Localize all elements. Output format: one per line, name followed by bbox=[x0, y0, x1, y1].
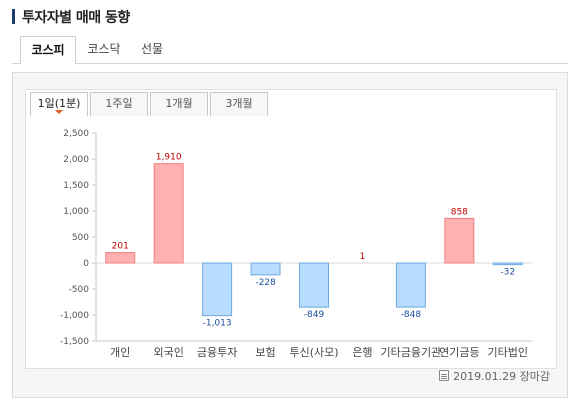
y-tick-label: 2,000 bbox=[63, 155, 89, 165]
x-tick-label: 금융투자 bbox=[197, 346, 237, 359]
data-label: -848 bbox=[401, 310, 422, 320]
tab-futures[interactable]: 선물 bbox=[140, 42, 164, 56]
caret-down-icon bbox=[55, 110, 63, 114]
y-tick-label: 2,500 bbox=[63, 129, 89, 139]
x-tick-label: 투신(사모) bbox=[289, 346, 338, 359]
bar bbox=[250, 262, 281, 276]
y-tick-label: 1,500 bbox=[63, 181, 89, 191]
data-label: 201 bbox=[112, 242, 129, 252]
data-label: -1,013 bbox=[203, 319, 232, 329]
tab-kosdaq[interactable]: 코스닥 bbox=[87, 42, 121, 56]
bar bbox=[105, 252, 136, 264]
bar bbox=[492, 262, 523, 266]
y-tick-label: 500 bbox=[72, 233, 89, 243]
title-accent-bar bbox=[12, 9, 15, 24]
page-title: 투자자별 매매 동향 bbox=[22, 10, 130, 26]
page-header: 투자자별 매매 동향 bbox=[12, 7, 568, 27]
y-tick-label: 0 bbox=[83, 259, 89, 269]
market-tabs: 코스피 코스닥 선물 bbox=[12, 36, 568, 65]
period-tab-1day-label: 1일(1분) bbox=[37, 97, 81, 110]
chart-panel bbox=[12, 72, 568, 398]
bar bbox=[299, 262, 329, 308]
data-label: -228 bbox=[255, 278, 276, 288]
x-tick-label: 개인 bbox=[110, 346, 130, 359]
tab-kospi[interactable]: 코스피 bbox=[20, 36, 76, 65]
footer-date: 2019.01.29 bbox=[453, 370, 517, 383]
document-icon bbox=[439, 370, 450, 381]
x-tick-label: 보험 bbox=[255, 346, 275, 359]
footer-status: 장마감 bbox=[519, 370, 550, 383]
data-label: 1 bbox=[360, 252, 366, 262]
x-tick-label: 은행 bbox=[352, 346, 372, 359]
y-tick-label: -1,500 bbox=[60, 337, 89, 347]
period-tab-1month[interactable]: 1개월 bbox=[150, 92, 208, 116]
chart-footer: 2019.01.29 장마감 bbox=[439, 368, 550, 384]
y-tick-label: 1,000 bbox=[63, 207, 89, 217]
bar bbox=[202, 262, 233, 317]
period-tab-1day[interactable]: 1일(1분) bbox=[30, 92, 88, 116]
x-tick-label: 연기금등 bbox=[439, 346, 479, 359]
x-tick-label: 외국인 bbox=[153, 346, 183, 359]
x-tick-label: 기타법인 bbox=[488, 346, 528, 359]
bar bbox=[395, 262, 426, 308]
data-label: 858 bbox=[451, 207, 468, 217]
period-tab-1week[interactable]: 1주일 bbox=[90, 92, 148, 116]
period-tab-3month[interactable]: 3개월 bbox=[210, 92, 268, 116]
bar bbox=[153, 163, 184, 264]
y-tick-label: -500 bbox=[69, 285, 90, 295]
x-tick-label: 기타금융기관 bbox=[381, 346, 442, 359]
data-label: -32 bbox=[500, 268, 515, 278]
data-label: 1,910 bbox=[156, 153, 182, 163]
bar bbox=[444, 217, 475, 264]
data-label: -849 bbox=[304, 310, 325, 320]
y-tick-label: -1,000 bbox=[60, 311, 89, 321]
